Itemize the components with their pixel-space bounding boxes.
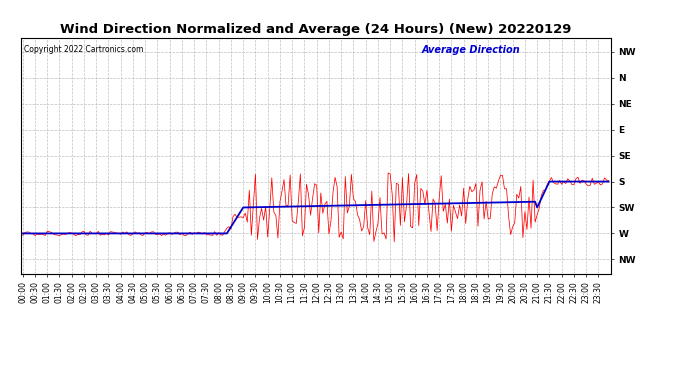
Text: Average Direction: Average Direction <box>422 45 521 55</box>
Text: Copyright 2022 Cartronics.com: Copyright 2022 Cartronics.com <box>23 45 143 54</box>
Title: Wind Direction Normalized and Average (24 Hours) (New) 20220129: Wind Direction Normalized and Average (2… <box>60 23 571 36</box>
